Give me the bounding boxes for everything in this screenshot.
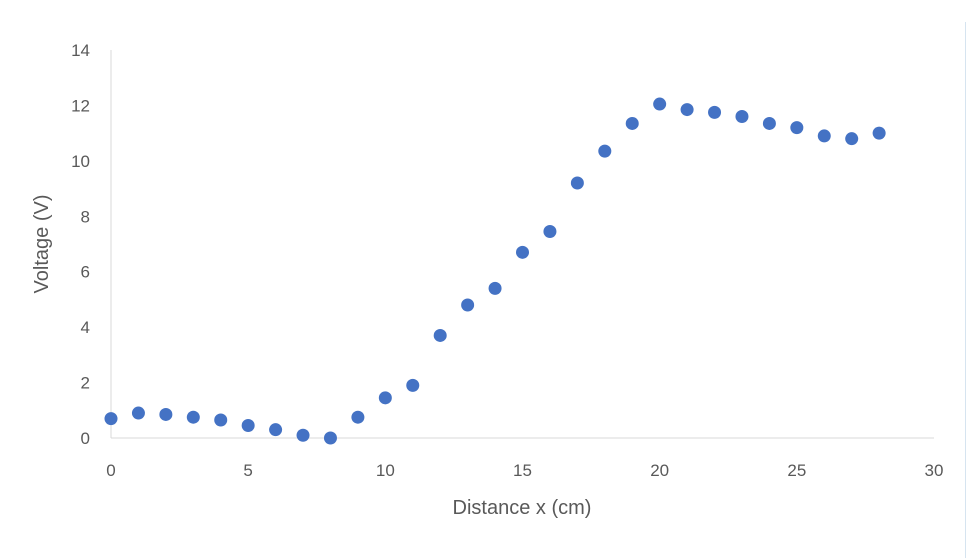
data-point: [323, 431, 337, 445]
x-tick-label: 5: [243, 461, 252, 480]
y-tick-labels: 0 2 4 6 8 10 12 14: [71, 41, 90, 448]
data-point: [790, 121, 804, 135]
x-tick-label: 20: [650, 461, 669, 480]
data-point: [488, 281, 502, 295]
data-point: [845, 132, 859, 146]
data-point: [708, 105, 722, 119]
data-point: [296, 428, 310, 442]
data-point: [351, 410, 365, 424]
y-tick-label: 2: [81, 374, 90, 393]
data-point: [461, 298, 475, 312]
panel-edge: [965, 22, 966, 558]
data-point: [131, 406, 145, 420]
data-point: [378, 391, 392, 405]
data-point: [214, 413, 228, 427]
data-point: [159, 407, 173, 421]
x-tick-label: 25: [787, 461, 806, 480]
y-tick-label: 6: [81, 263, 90, 282]
x-tick-labels: 0 5 10 15 20 25 30: [106, 461, 943, 480]
data-point: [186, 410, 200, 424]
x-axis-title: Distance x (cm): [453, 497, 592, 519]
data-point: [516, 245, 529, 259]
data-point: [433, 328, 447, 342]
data-point: [241, 419, 255, 433]
data-point: [598, 144, 612, 158]
data-point: [269, 423, 283, 437]
data-point: [570, 176, 584, 190]
data-point: [653, 97, 667, 111]
y-tick-label: 12: [71, 96, 90, 115]
data-point: [872, 126, 886, 140]
x-tick-label: 10: [376, 461, 395, 480]
data-point: [104, 412, 118, 426]
y-axis-title: Voltage (V): [31, 195, 53, 294]
y-tick-label: 8: [81, 207, 90, 226]
data-point: [543, 225, 557, 239]
y-tick-label: 0: [81, 429, 90, 448]
data-point: [817, 129, 831, 143]
data-point: [625, 116, 639, 130]
data-point: [680, 103, 694, 117]
y-tick-label: 14: [71, 41, 90, 60]
y-tick-label: 10: [71, 152, 90, 171]
y-tick-label: 4: [81, 318, 90, 337]
data-points: [104, 97, 886, 445]
data-point: [762, 116, 776, 130]
data-point: [735, 110, 749, 124]
x-tick-label: 30: [925, 461, 944, 480]
data-point: [406, 378, 420, 392]
x-tick-label: 15: [513, 461, 532, 480]
x-tick-label: 0: [106, 461, 115, 480]
